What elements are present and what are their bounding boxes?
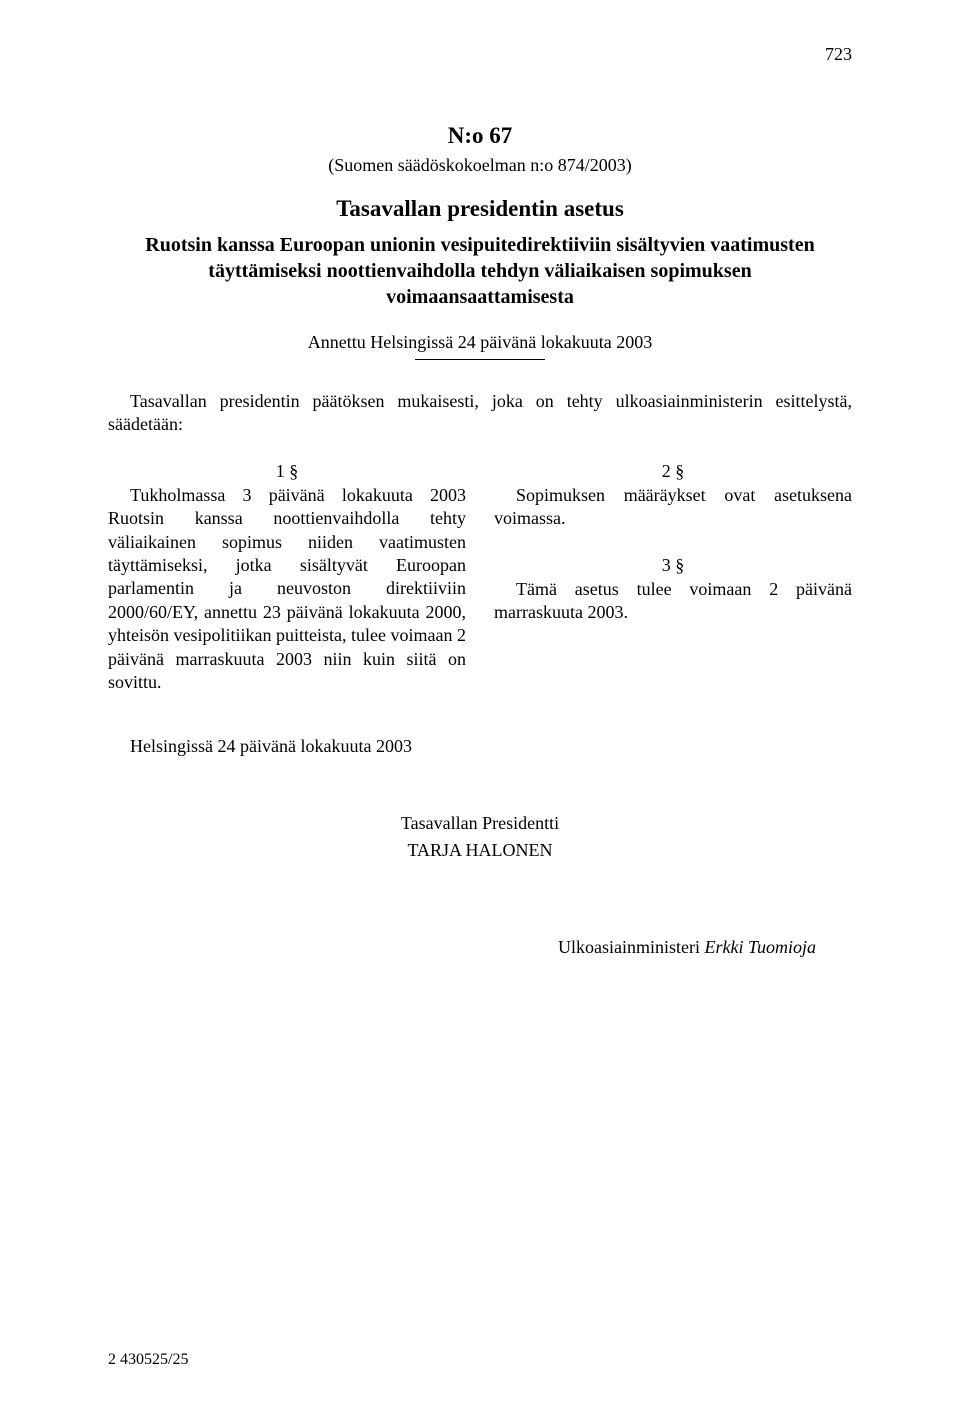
section-2-number: 2 §	[494, 461, 852, 482]
page-number-top: 723	[108, 44, 852, 65]
signed-at: Helsingissä 24 päivänä lokakuuta 2003	[108, 736, 852, 757]
minister-title: Ulkoasiainministeri	[558, 937, 704, 957]
document-page: 723 N:o 67 (Suomen säädöskokoelman n:o 8…	[0, 0, 960, 998]
section-2-body: Sopimuksen määräykset ovat asetuksena vo…	[494, 484, 852, 531]
title-separator	[415, 359, 545, 360]
left-column: 1 § Tukholmassa 3 päivänä lokakuuta 2003…	[108, 461, 466, 719]
minister-line: Ulkoasiainministeri Erkki Tuomioja	[108, 937, 852, 958]
section-1-number: 1 §	[108, 461, 466, 482]
section-2: 2 § Sopimuksen määräykset ovat asetuksen…	[494, 461, 852, 531]
section-3-body: Tämä asetus tulee voimaan 2 päivänä marr…	[494, 578, 852, 625]
statute-reference: (Suomen säädöskokoelman n:o 874/2003)	[108, 155, 852, 176]
section-1: 1 § Tukholmassa 3 päivänä lokakuuta 2003…	[108, 461, 466, 695]
decree-subject: Ruotsin kanssa Euroopan unionin vesipuit…	[108, 232, 852, 310]
section-3-number: 3 §	[494, 555, 852, 576]
document-number: N:o 67	[108, 123, 852, 149]
preamble: Tasavallan presidentin päätöksen mukaise…	[108, 390, 852, 437]
section-1-body: Tukholmassa 3 päivänä lokakuuta 2003 Ruo…	[108, 484, 466, 695]
given-at: Annettu Helsingissä 24 päivänä lokakuuta…	[108, 332, 852, 353]
minister-name: Erkki Tuomioja	[705, 937, 817, 957]
right-column: 2 § Sopimuksen määräykset ovat asetuksen…	[494, 461, 852, 719]
president-title: Tasavallan Presidentti	[108, 813, 852, 834]
columns-container: 1 § Tukholmassa 3 päivänä lokakuuta 2003…	[108, 461, 852, 719]
president-name: TARJA HALONEN	[108, 840, 852, 861]
footer: 2 430525/25	[108, 1351, 188, 1369]
decree-title: Tasavallan presidentin asetus	[108, 196, 852, 222]
section-3: 3 § Tämä asetus tulee voimaan 2 päivänä …	[494, 555, 852, 625]
